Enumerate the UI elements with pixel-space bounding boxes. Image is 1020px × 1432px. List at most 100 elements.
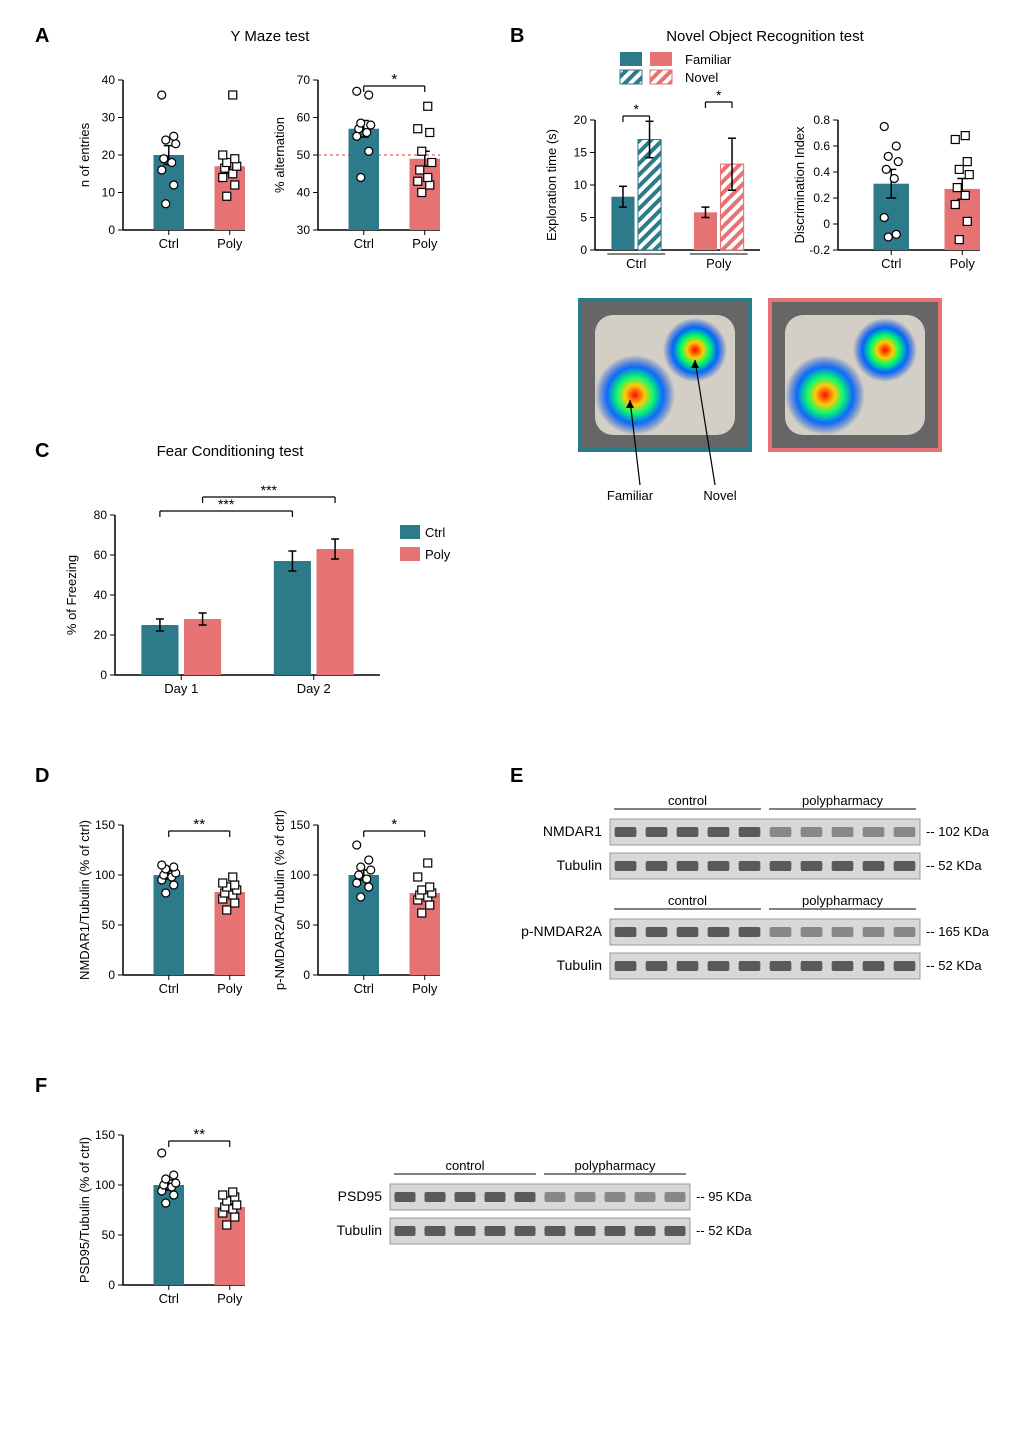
- svg-text:-- 165 KDa: -- 165 KDa: [926, 924, 990, 939]
- svg-text:0.8: 0.8: [813, 113, 830, 127]
- svg-text:Poly: Poly: [425, 547, 451, 562]
- svg-text:Poly: Poly: [412, 236, 438, 251]
- svg-text:30: 30: [297, 223, 311, 237]
- svg-text:10: 10: [574, 178, 588, 192]
- svg-text:polypharmacy: polypharmacy: [802, 893, 883, 908]
- svg-text:Ctrl: Ctrl: [159, 236, 179, 251]
- svg-text:control: control: [445, 1158, 484, 1173]
- panel-a-label: A: [35, 25, 49, 48]
- svg-text:p-NMDAR2A: p-NMDAR2A: [521, 923, 603, 939]
- svg-text:100: 100: [95, 868, 115, 882]
- svg-text:PSD95: PSD95: [338, 1188, 383, 1204]
- svg-text:0.6: 0.6: [813, 139, 830, 153]
- svg-text:20: 20: [574, 113, 588, 127]
- svg-text:Ctrl: Ctrl: [159, 1291, 179, 1306]
- svg-text:-- 52 KDa: -- 52 KDa: [696, 1223, 752, 1238]
- svg-text:Ctrl: Ctrl: [626, 256, 646, 271]
- svg-text:30: 30: [102, 111, 116, 125]
- panel-a-chart-right: 3040506070% alternationCtrlPoly*: [270, 50, 450, 270]
- svg-text:**: **: [193, 1126, 205, 1143]
- svg-text:Poly: Poly: [217, 981, 243, 996]
- svg-text:50: 50: [297, 918, 311, 932]
- svg-text:0: 0: [108, 223, 115, 237]
- svg-text:Ctrl: Ctrl: [881, 256, 901, 271]
- svg-text:control: control: [668, 793, 707, 808]
- svg-text:PSD95/Tubulin (% of ctrl): PSD95/Tubulin (% of ctrl): [77, 1137, 92, 1283]
- svg-text:Poly: Poly: [706, 256, 732, 271]
- svg-text:50: 50: [102, 1228, 116, 1242]
- svg-text:Discrimination Index: Discrimination Index: [792, 126, 807, 244]
- panel-b-chart-right: -0.2 0 0.2 0.4 0.6 0.8 Discrimination Index Ctr…: [790, 90, 990, 290]
- svg-text:0.4: 0.4: [813, 165, 830, 179]
- svg-text:40: 40: [297, 186, 311, 200]
- svg-text:Tubulin: Tubulin: [557, 957, 602, 973]
- panel-a-title: Y Maze test: [100, 28, 440, 45]
- svg-text:*: *: [716, 87, 722, 103]
- panel-b-chart-left: 05101520Exploration time (s)CtrlPoly**: [540, 90, 770, 290]
- svg-text:*: *: [391, 816, 397, 833]
- svg-text:50: 50: [102, 918, 116, 932]
- svg-text:-0.2: -0.2: [809, 243, 830, 257]
- svg-text:0: 0: [303, 968, 310, 982]
- svg-text:150: 150: [95, 1128, 115, 1142]
- svg-text:-- 102 KDa: -- 102 KDa: [926, 824, 990, 839]
- panel-c-label: C: [35, 440, 49, 463]
- svg-text:polypharmacy: polypharmacy: [802, 793, 883, 808]
- svg-text:n of entries: n of entries: [77, 122, 92, 187]
- panel-b-legend: Familiar Novel: [610, 50, 810, 90]
- svg-text:Familiar: Familiar: [607, 488, 654, 503]
- panel-b-heatmaps: Familiar Novel: [560, 300, 980, 520]
- svg-text:***: ***: [261, 482, 278, 498]
- svg-text:-- 52 KDa: -- 52 KDa: [926, 858, 982, 873]
- panel-d-chart-right: 050100150p-NMDAR2A/Tubulin (% of ctrl)Ct…: [270, 795, 450, 1015]
- svg-text:0: 0: [580, 243, 587, 257]
- panel-a-chart-left: 010203040n of entriesCtrlPoly: [75, 50, 255, 270]
- svg-text:Poly: Poly: [950, 256, 976, 271]
- panel-f-label: F: [35, 1075, 47, 1098]
- svg-text:0: 0: [823, 217, 830, 231]
- panel-c-chart: 020406080% of FreezingDay 1Day 2******Ct…: [60, 465, 490, 715]
- panel-c-title: Fear Conditioning test: [80, 443, 380, 460]
- panel-d-chart-left: 050100150NMDAR1/Tubulin (% of ctrl)CtrlP…: [75, 795, 255, 1015]
- svg-text:0.2: 0.2: [813, 191, 830, 205]
- svg-text:Day 2: Day 2: [297, 681, 331, 696]
- panel-f-blots: control polypharmacy PSD95 -- 95 KDa Tubulin…: [300, 1160, 760, 1300]
- svg-text:-- 95 KDa: -- 95 KDa: [696, 1189, 752, 1204]
- svg-text:p-NMDAR2A/Tubulin (% of ctrl): p-NMDAR2A/Tubulin (% of ctrl): [272, 810, 287, 990]
- panel-d-label: D: [35, 765, 49, 788]
- svg-text:Poly: Poly: [217, 236, 243, 251]
- svg-text:80: 80: [94, 508, 108, 522]
- svg-text:0: 0: [100, 668, 107, 682]
- svg-text:150: 150: [290, 818, 310, 832]
- svg-text:Novel: Novel: [703, 488, 736, 503]
- svg-text:100: 100: [290, 868, 310, 882]
- svg-text:Tubulin: Tubulin: [337, 1222, 382, 1238]
- svg-text:Ctrl: Ctrl: [425, 525, 445, 540]
- svg-text:Ctrl: Ctrl: [159, 981, 179, 996]
- svg-text:NMDAR1: NMDAR1: [543, 823, 602, 839]
- svg-text:Poly: Poly: [217, 1291, 243, 1306]
- svg-text:polypharmacy: polypharmacy: [575, 1158, 656, 1173]
- svg-text:control: control: [668, 893, 707, 908]
- svg-text:20: 20: [94, 628, 108, 642]
- svg-text:**: **: [193, 816, 205, 833]
- svg-text:*: *: [634, 101, 640, 117]
- svg-text:40: 40: [94, 588, 108, 602]
- panel-b-label: B: [510, 25, 524, 48]
- svg-text:-- 52 KDa: -- 52 KDa: [926, 958, 982, 973]
- panel-f-chart: 050100150PSD95/Tubulin (% of ctrl)CtrlPo…: [75, 1105, 255, 1325]
- svg-text:Exploration time (s): Exploration time (s): [544, 129, 559, 241]
- panel-e-blots: control polypharmacy NMDAR1 -- 102 KDa Tubul…: [520, 795, 990, 1055]
- svg-text:150: 150: [95, 818, 115, 832]
- svg-text:Novel: Novel: [685, 70, 718, 85]
- svg-text:5: 5: [580, 211, 587, 225]
- svg-text:% of Freezing: % of Freezing: [64, 555, 79, 635]
- svg-text:NMDAR1/Tubulin (% of ctrl): NMDAR1/Tubulin (% of ctrl): [77, 820, 92, 980]
- svg-text:60: 60: [297, 111, 311, 125]
- svg-text:0: 0: [108, 1278, 115, 1292]
- svg-text:***: ***: [218, 496, 235, 512]
- svg-text:% alternation: % alternation: [272, 117, 287, 193]
- svg-text:10: 10: [102, 186, 116, 200]
- svg-text:Familiar: Familiar: [685, 52, 732, 67]
- svg-text:50: 50: [297, 148, 311, 162]
